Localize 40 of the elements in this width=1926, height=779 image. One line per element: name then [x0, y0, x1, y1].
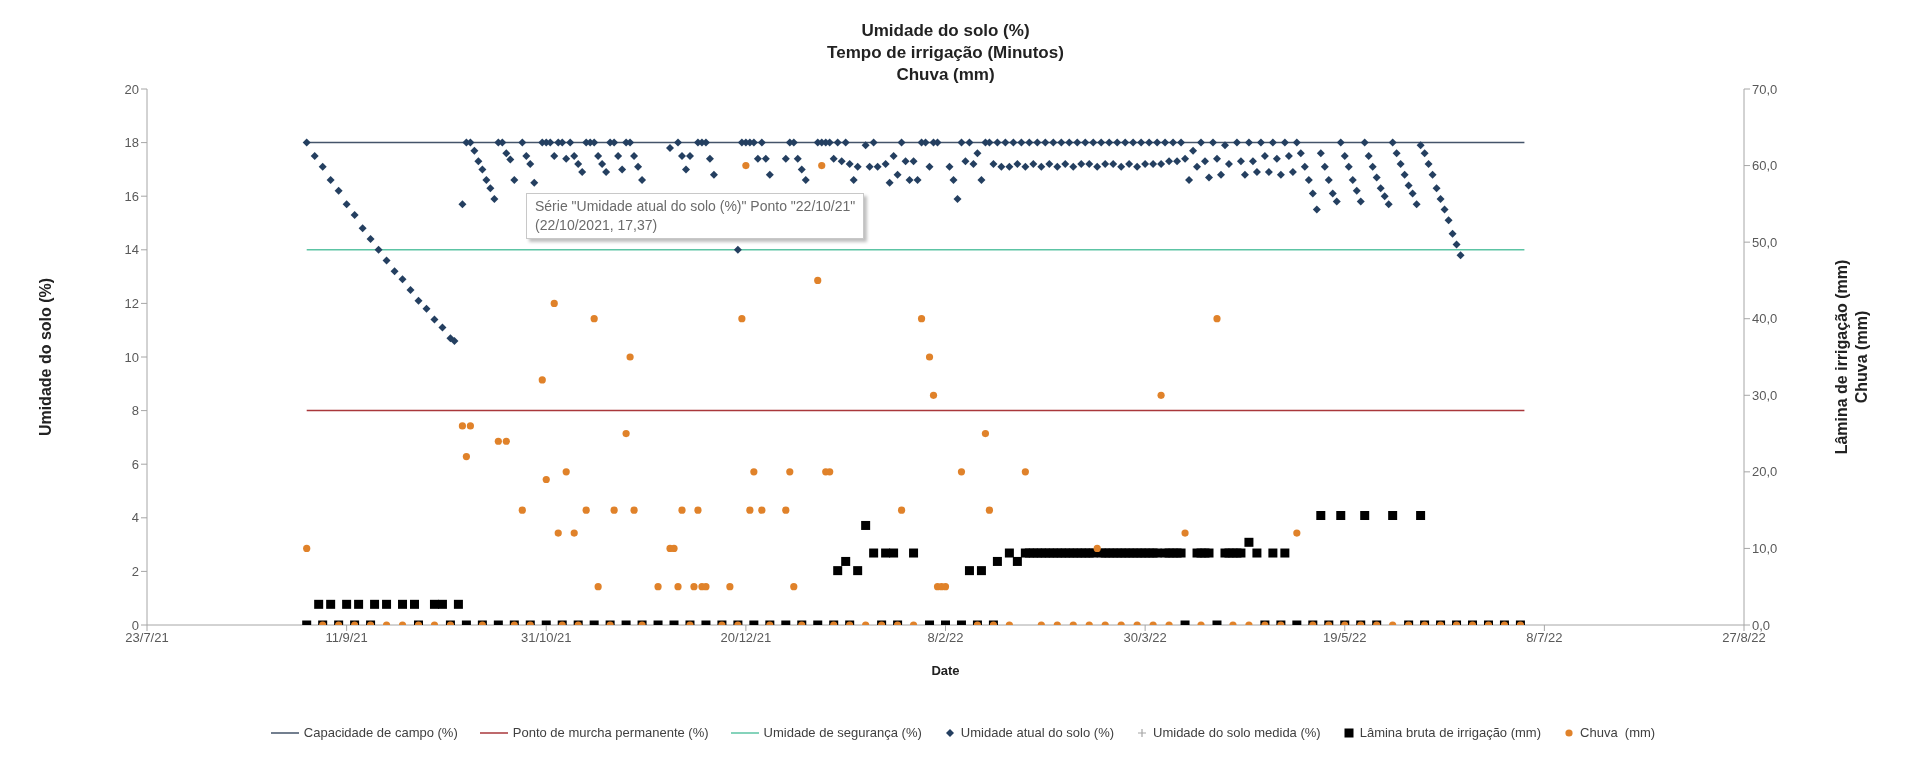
y-tick-label: 8 — [131, 403, 139, 419]
x-tick-label: 8/2/22 — [927, 630, 964, 646]
y2-axis-title: Lâmina de irrigação (mm) Chuva (mm) — [1833, 259, 1870, 455]
x-axis-title: Date — [931, 663, 960, 678]
y-axis-title: Umidade do solo (%) — [37, 277, 54, 437]
y-tick-label: 18 — [124, 135, 139, 151]
y-tick-label: 0 — [131, 617, 139, 633]
y2-tick-label: 10,0 — [1752, 541, 1778, 557]
x-tick-label: 23/7/21 — [125, 630, 169, 646]
x-tick-label: 27/8/22 — [1722, 630, 1766, 646]
y2-tick-label: 40,0 — [1752, 311, 1778, 327]
x-tick-label: 19/5/22 — [1323, 630, 1367, 646]
legend-label: Umidade de segurança (%) — [763, 725, 922, 740]
legend-label: Umidade do solo medida (%) — [1153, 725, 1321, 740]
y-tick-label: 6 — [131, 456, 139, 472]
y2-tick-label: 60,0 — [1752, 158, 1778, 174]
legend-label: Capacidade de campo (%) — [303, 725, 458, 740]
x-tick-label: 20/12/21 — [720, 630, 772, 646]
x-tick-label: 8/7/22 — [1526, 630, 1563, 646]
legend-label: Umidade atual do solo (%) — [960, 725, 1115, 740]
x-tick-label: 30/3/22 — [1123, 630, 1167, 646]
y2-tick-label: 20,0 — [1752, 464, 1778, 480]
y-tick-label: 14 — [124, 242, 139, 258]
chart-title: Umidade do solo (%) Tempo de irrigação (Minutos) Chuva (mm) — [827, 21, 1064, 84]
y-tick-label: 4 — [131, 510, 139, 526]
y2-tick-label: 70,0 — [1752, 81, 1778, 97]
x-tick-label: 11/9/21 — [325, 630, 368, 646]
y-tick-label: 12 — [124, 296, 139, 312]
annotation: Série "Umidade atual do solo (%)" Ponto "22/10/21" (22/10/2021, 17,37) — [535, 198, 856, 233]
y-tick-label: 16 — [124, 188, 139, 204]
legend-label: Chuva (mm) — [1580, 725, 1656, 740]
y2-tick-label: 50,0 — [1752, 234, 1778, 250]
legend-label: Lâmina bruta de irrigação (mm) — [1359, 725, 1542, 740]
x-tick-label: 31/10/21 — [520, 630, 572, 646]
y2-tick-label: 30,0 — [1752, 387, 1778, 403]
y-tick-label: 20 — [124, 81, 139, 97]
y-tick-label: 10 — [124, 349, 139, 365]
y-tick-label: 2 — [131, 564, 139, 580]
y2-tick-label: 0,0 — [1752, 617, 1771, 633]
legend-label: Ponto de murcha permanente (%) — [512, 725, 709, 740]
